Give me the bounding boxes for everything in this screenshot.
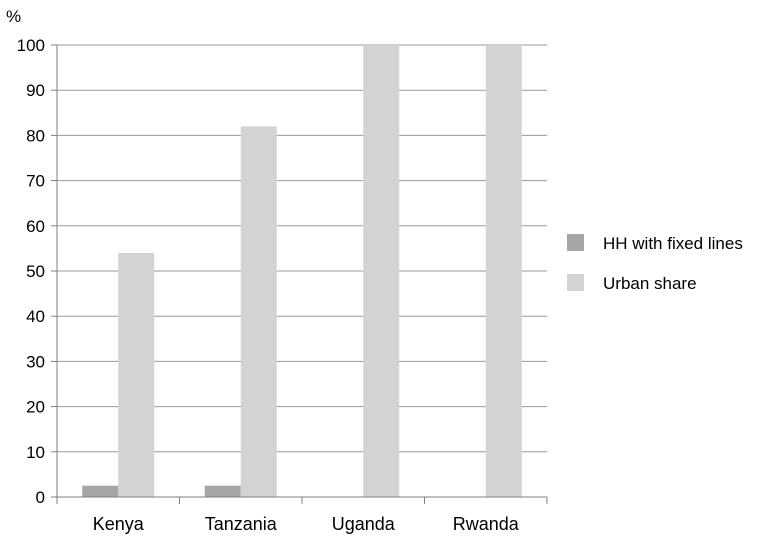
bar-urban-share bbox=[118, 252, 155, 497]
x-axis-ticks: Kenya Tanzania Uganda Rwanda bbox=[93, 514, 520, 534]
bar-urban-share bbox=[240, 126, 277, 498]
y-tick-label: 60 bbox=[26, 217, 45, 236]
x-tick-label: Kenya bbox=[93, 514, 145, 534]
y-tick-label: 90 bbox=[26, 81, 45, 100]
y-tick-label: 70 bbox=[26, 172, 45, 191]
y-tick-label: 100 bbox=[17, 36, 45, 55]
y-axis-unit-label: % bbox=[6, 7, 21, 26]
axes bbox=[51, 44, 548, 504]
bars bbox=[82, 45, 522, 498]
bar-hh-fixed-lines bbox=[82, 485, 119, 497]
y-tick-label: 50 bbox=[26, 262, 45, 281]
y-tick-label: 10 bbox=[26, 443, 45, 462]
legend-swatch bbox=[567, 234, 584, 251]
legend: HH with fixed lines Urban share bbox=[567, 234, 743, 293]
legend-label: HH with fixed lines bbox=[603, 234, 743, 253]
bar-urban-share bbox=[363, 45, 400, 497]
y-tick-label: 40 bbox=[26, 307, 45, 326]
bar-hh-fixed-lines bbox=[204, 485, 241, 497]
y-tick-label: 0 bbox=[36, 488, 45, 507]
x-tick-label: Rwanda bbox=[453, 514, 520, 534]
x-tick-label: Tanzania bbox=[205, 514, 278, 534]
x-tick-label: Uganda bbox=[332, 514, 396, 534]
y-tick-label: 30 bbox=[26, 352, 45, 371]
y-axis-ticks: 0 10 20 30 40 50 60 70 80 90 100 bbox=[17, 36, 45, 507]
legend-swatch bbox=[567, 274, 584, 291]
y-tick-label: 80 bbox=[26, 126, 45, 145]
legend-label: Urban share bbox=[603, 274, 697, 293]
bar-urban-share bbox=[485, 45, 522, 497]
y-tick-label: 20 bbox=[26, 398, 45, 417]
